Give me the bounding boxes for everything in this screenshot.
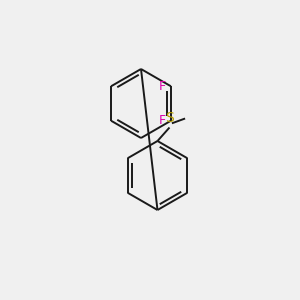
Text: F: F [158, 80, 166, 93]
Text: F: F [158, 114, 166, 127]
Text: S: S [165, 111, 174, 125]
